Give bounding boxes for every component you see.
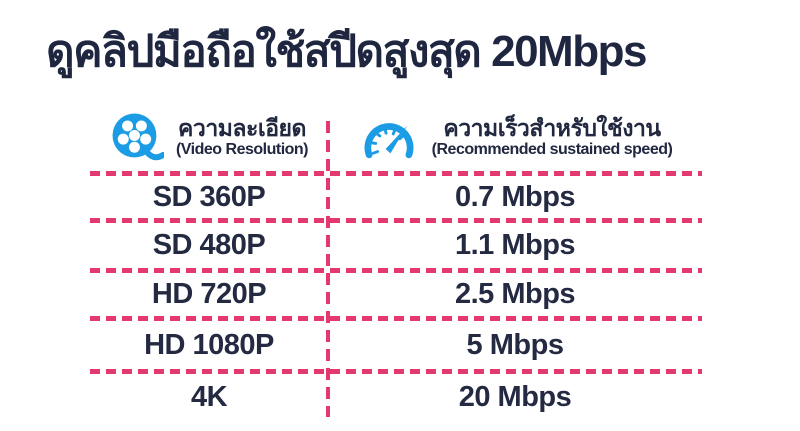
header-label-th: ความละเอียด [178,115,306,142]
header-text-speed: ความเร็วสำหรับใช้งาน (Recommended sustai… [431,115,673,160]
speed-value: 0.7 Mbps [454,180,576,213]
resolution-value: HD 720P [151,278,267,310]
dashed-column-divider [326,121,330,417]
header-label-en: (Recommended sustained speed) [431,141,673,159]
dashed-divider [90,268,702,273]
header-cell-speed: ความเร็วสำหรับใช้งาน (Recommended sustai… [328,113,702,163]
dashed-divider [90,171,702,176]
dashed-divider [90,316,702,321]
page-title: ดูคลิปมือถือใช้สปีดสูงสุด 20Mbps [46,27,647,76]
dashed-divider [90,218,702,223]
table-header-row: ความละเอียด (Video Resolution) [90,105,702,171]
table-row: SD 480P 1.1 Mbps [90,223,702,268]
header-cell-resolution: ความละเอียด (Video Resolution) [90,111,328,165]
speed-value: 5 Mbps [466,328,564,361]
table-row: SD 360P 0.7 Mbps [90,176,702,218]
resolution-value: SD 360P [152,180,266,213]
speed-value: 20 Mbps [458,380,572,413]
header-text-resolution: ความละเอียด (Video Resolution) [175,115,309,160]
table-row: HD 1080P 5 Mbps [90,321,702,369]
resolution-value: HD 1080P [144,328,274,361]
dashed-divider [90,369,702,374]
header-label-th: ความเร็วสำหรับใช้งาน [443,115,661,142]
header-label-en: (Video Resolution) [175,141,309,159]
resolution-value: 4K [190,380,228,413]
speed-value: 1.1 Mbps [454,229,576,261]
speedometer-icon [358,113,420,163]
resolution-value: SD 480P [152,229,266,261]
table-row: HD 720P 2.5 Mbps [90,273,702,316]
speed-value: 2.5 Mbps [454,278,576,310]
speed-table: ความละเอียด (Video Resolution) [90,105,702,423]
table-row: 4K 20 Mbps [90,374,702,420]
film-reel-icon [110,111,164,165]
